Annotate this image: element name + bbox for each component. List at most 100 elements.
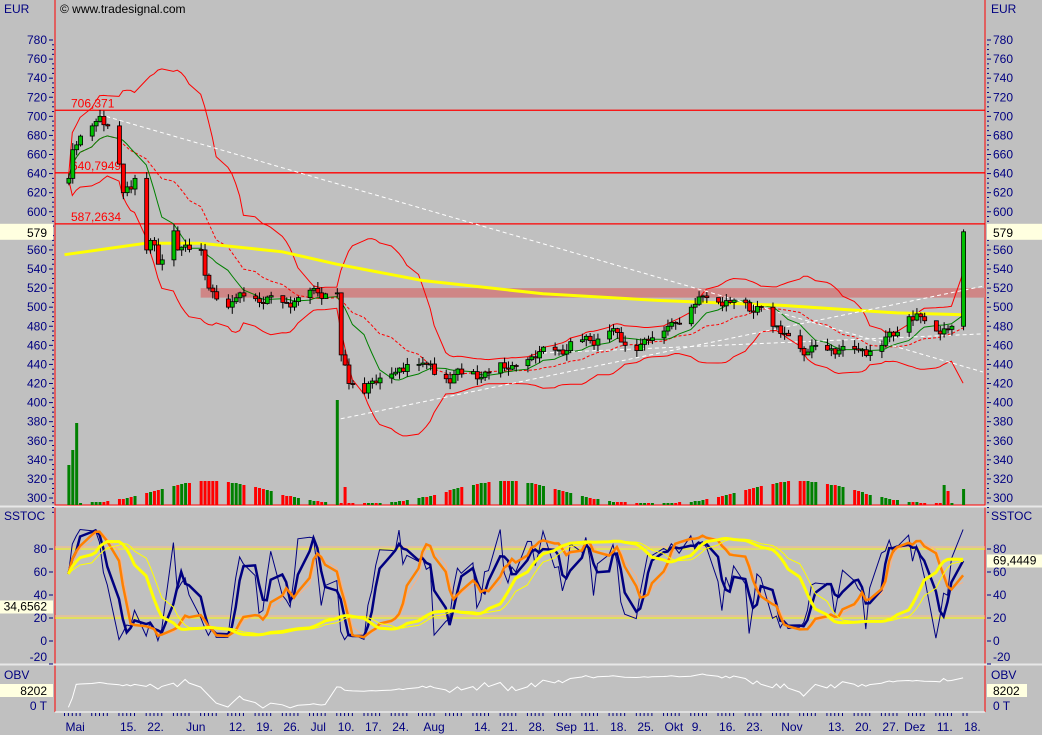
stochastic-panel: SSTOC SSTOC 80 80 60 60 40 40 20 20 0 0 -20 -20 34,656… <box>0 509 1042 665</box>
volume-bar <box>378 503 382 505</box>
bollinger-lower <box>67 175 964 437</box>
candle-down <box>591 340 597 346</box>
horizontal-levels: 706,371 640,7949 587,2634 <box>55 96 985 298</box>
volume-bar <box>483 483 487 505</box>
candle-down <box>937 330 943 335</box>
candle-down <box>863 349 869 356</box>
candle-up <box>700 295 706 298</box>
stoch-long <box>67 536 964 637</box>
candle-down <box>618 332 624 343</box>
volume-bar <box>71 450 75 505</box>
stoch-tick-label: 0 <box>40 634 47 648</box>
volume-bar <box>569 493 573 505</box>
time-label: 22. <box>147 720 164 734</box>
volume-bar <box>717 497 721 505</box>
candle-down <box>101 115 107 126</box>
candle-down <box>677 322 683 325</box>
moving-average-long <box>64 241 964 317</box>
volume-bar <box>787 481 791 505</box>
candle-up <box>509 365 515 370</box>
candle-down <box>152 239 157 246</box>
volume-bar <box>149 492 153 505</box>
stoch-tick-label: -20 <box>993 650 1011 664</box>
candle-up <box>70 149 76 179</box>
candle-down <box>704 295 710 299</box>
time-label: 9. <box>692 720 702 734</box>
candle-up <box>564 350 570 355</box>
candle-up <box>529 356 535 361</box>
trendline <box>340 285 984 420</box>
price-tick-label: 460 <box>993 338 1013 352</box>
stoch-tick-label: 40 <box>34 588 48 602</box>
obv-value-right: 8202 <box>993 684 1020 698</box>
time-label: Nov <box>781 720 802 734</box>
volume-bar <box>343 487 347 505</box>
candle-up <box>537 351 542 359</box>
candle-up <box>638 343 644 351</box>
price-tick-label: 320 <box>27 472 47 486</box>
volume-bar <box>129 497 133 505</box>
candle-down <box>513 365 519 367</box>
time-label: 27. <box>882 720 899 734</box>
volume-bar <box>405 500 409 505</box>
volume-bar <box>806 481 810 505</box>
obv-zero-left: 0 T <box>30 699 48 713</box>
volume-bar <box>662 503 666 505</box>
candle-up <box>393 371 399 375</box>
stoch-value-box-right <box>987 554 1042 568</box>
volume-bar <box>557 490 561 505</box>
volume-bar <box>942 485 946 505</box>
candle-down <box>424 362 430 365</box>
volume-bar <box>254 487 258 505</box>
candle-up <box>665 325 671 332</box>
time-label: 14. <box>474 720 491 734</box>
volume-bar <box>596 499 600 505</box>
volume-bar <box>152 491 156 505</box>
volume-bar <box>538 485 542 505</box>
candle-up <box>323 293 329 299</box>
candle-up <box>389 373 395 379</box>
volume-bar <box>693 501 697 505</box>
volume-bar <box>911 502 915 505</box>
time-label: 11. <box>583 720 599 734</box>
candle-up <box>696 296 702 305</box>
volume-bar <box>643 503 647 505</box>
volume-bar <box>98 502 102 505</box>
price-tick-label: 380 <box>993 415 1013 429</box>
candle-up <box>731 299 737 303</box>
price-tick-label: 740 <box>27 71 47 85</box>
candle-down <box>751 310 756 313</box>
candle-down <box>770 306 776 327</box>
candle-up <box>836 349 842 355</box>
candle-down <box>832 348 838 355</box>
candle-down <box>716 297 721 303</box>
volume-bar <box>639 503 643 505</box>
volume-bar <box>145 493 149 505</box>
candle-up <box>93 121 99 127</box>
volume-bar <box>553 489 557 505</box>
stoch-tick-label: 60 <box>993 565 1007 579</box>
stoch-tick-label: -20 <box>30 650 48 664</box>
candle-down <box>825 344 830 351</box>
time-label: 10. <box>338 720 355 734</box>
candle-up <box>914 313 920 321</box>
volume-bar <box>471 485 475 505</box>
candle-down <box>918 313 924 318</box>
volume-bar <box>779 482 783 505</box>
volume-bar <box>666 503 670 505</box>
volume-bar <box>798 481 802 505</box>
horizontal-level-label: 706,371 <box>71 96 115 110</box>
last-price-box-right <box>987 223 1042 240</box>
volume-bar <box>172 486 176 505</box>
volume-bar <box>479 483 483 505</box>
stoch-tick-label: 40 <box>993 588 1007 602</box>
candle-down <box>743 299 749 304</box>
volume-bar <box>238 484 242 505</box>
time-label: 28. <box>528 720 545 734</box>
price-tick-label: 760 <box>993 52 1013 66</box>
volume-bar <box>728 494 732 505</box>
volume-bar <box>934 503 938 505</box>
volume-bar <box>460 487 464 505</box>
volume-bar <box>833 485 837 505</box>
